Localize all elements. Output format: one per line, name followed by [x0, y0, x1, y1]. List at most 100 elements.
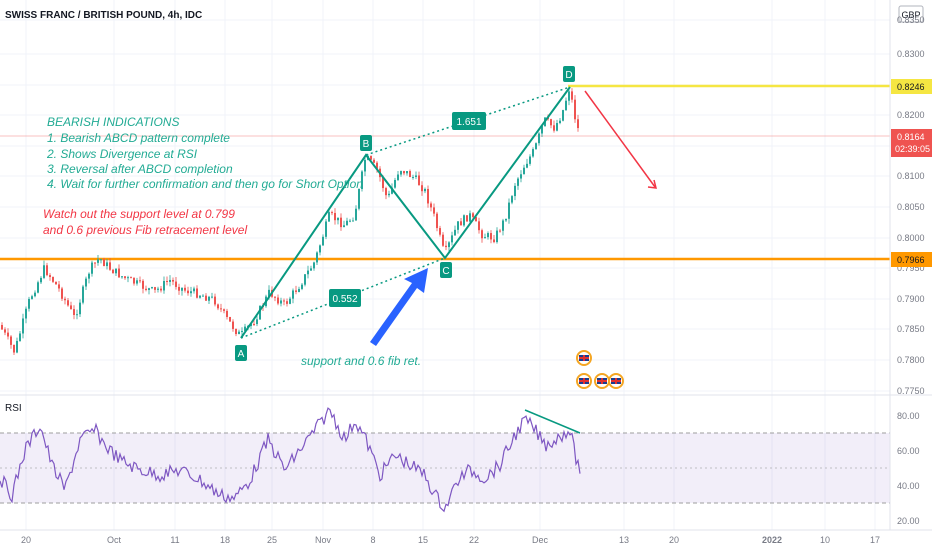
candle-body: [223, 309, 225, 311]
candle-body: [313, 262, 315, 269]
rsi-line[interactable]: [0, 407, 581, 513]
candle-body: [154, 287, 156, 290]
candle-body: [109, 262, 111, 270]
time-axis[interactable]: 20 Oct 11 18 25 Nov 8 15 22 Dec 13 20 2022 10 17: [0, 529, 932, 545]
candle-body: [457, 221, 459, 230]
candle-body: [445, 245, 447, 248]
chart-title[interactable]: SWISS FRANC / BRITISH POUND, 4h, IDC: [5, 10, 202, 21]
candle-body: [346, 220, 348, 226]
candle-body: [466, 215, 468, 222]
candle-body: [535, 143, 537, 150]
rsi-label[interactable]: RSI: [5, 403, 22, 414]
candle-body: [46, 265, 48, 276]
candle-body: [103, 259, 105, 267]
candle-body: [316, 252, 318, 263]
resistance-price-tag: [891, 79, 932, 94]
candle-body: [343, 225, 345, 228]
candle-body: [463, 215, 465, 226]
rsi-tick-label: 60.00: [897, 446, 920, 456]
candle-body: [382, 177, 384, 189]
price-tick-label: 0.7750: [897, 386, 925, 396]
abcd-pattern[interactable]: A B C D 1.651 0.552: [235, 66, 575, 361]
candle-body: [88, 273, 90, 279]
candle-body: [58, 284, 60, 289]
candle-body: [292, 290, 294, 299]
price-tick-label: 0.7900: [897, 294, 925, 304]
candle-body: [508, 202, 510, 219]
candle-body: [106, 262, 108, 267]
support-fib-note[interactable]: support and 0.6 fib ret.: [301, 354, 421, 368]
candle-body: [301, 284, 303, 289]
point-a-label: A: [238, 349, 245, 360]
blue-support-arrow[interactable]: [370, 268, 428, 346]
time-tick-label: Nov: [315, 535, 332, 545]
candle-body: [385, 188, 387, 196]
candle-body: [577, 119, 579, 129]
candle-body: [214, 296, 216, 305]
candle-body: [148, 288, 150, 290]
candle-body: [10, 336, 12, 345]
candle-body: [208, 296, 210, 301]
reversal-arrow[interactable]: [584, 90, 657, 189]
uk-flag-icon[interactable]: [594, 373, 610, 389]
candle-body: [175, 281, 177, 287]
bearish-notes-line-1: 1. Bearish ABCD pattern complete: [47, 131, 230, 145]
current-price-text: 0.8164: [897, 132, 925, 142]
candle-body: [85, 278, 87, 287]
candle-body: [151, 287, 153, 289]
candle-body: [22, 318, 24, 334]
bearish-notes-line-3: 3. Reversal after ABCD completion: [47, 162, 233, 176]
bearish-notes-line-4: 4. Wait for further confirmation and the…: [47, 177, 363, 191]
uk-flag-icon[interactable]: [576, 373, 592, 389]
candle-body: [370, 156, 372, 160]
candle-body: [451, 235, 453, 243]
candle-body: [196, 288, 198, 298]
price-tick-labels: 0.83500.83000.82500.82000.81500.81000.80…: [897, 15, 925, 396]
bearish-notes[interactable]: BEARISH INDICATIONS 1. Bearish ABCD patt…: [46, 115, 363, 191]
time-tick-label: 8: [370, 535, 375, 545]
candle-body: [133, 277, 135, 284]
candle-body: [115, 268, 117, 274]
candle-body: [100, 259, 102, 261]
candle-body: [559, 120, 561, 124]
candle-body: [469, 213, 471, 222]
currency-badge[interactable]: [898, 5, 924, 23]
candle-body: [130, 277, 132, 279]
candle-body: [184, 287, 186, 291]
candle-body: [358, 188, 360, 209]
candle-body: [49, 275, 51, 277]
support-warning-notes[interactable]: Watch out the support level at 0.799 and…: [43, 207, 247, 237]
candle-body: [142, 280, 144, 289]
candle-body: [319, 245, 321, 253]
candle-body: [568, 91, 570, 101]
candle-body: [34, 292, 36, 297]
candle-body: [187, 290, 189, 294]
candle-body: [472, 213, 474, 217]
candle-body: [538, 133, 540, 144]
candle-body: [514, 185, 516, 197]
price-axis[interactable]: GBP 0.83500.83000.82500.82000.81500.8100…: [889, 0, 932, 530]
news-events[interactable]: [576, 350, 624, 389]
rsi-divergence-line[interactable]: [524, 409, 581, 434]
time-tick-label: 22: [469, 535, 479, 545]
candle-body: [328, 212, 330, 222]
point-d-marker: [563, 66, 575, 82]
candle-body: [529, 156, 531, 164]
candle-body: [406, 171, 408, 174]
candle-body: [283, 300, 285, 302]
resistance-price-text: 0.8246: [897, 82, 925, 92]
time-tick-label: 10: [820, 535, 830, 545]
candle-body: [526, 163, 528, 168]
candle-body: [460, 221, 462, 226]
uk-flag-icon[interactable]: [576, 350, 592, 366]
candle-body: [94, 262, 96, 264]
uk-flag-icon[interactable]: [608, 373, 624, 389]
candle-body: [31, 296, 33, 299]
candle-body: [274, 296, 276, 298]
abcd-pattern-lines: [240, 86, 571, 339]
candle-body: [253, 323, 255, 325]
candle-body: [286, 301, 288, 304]
candle-body: [520, 174, 522, 179]
point-b-marker: [360, 135, 372, 151]
